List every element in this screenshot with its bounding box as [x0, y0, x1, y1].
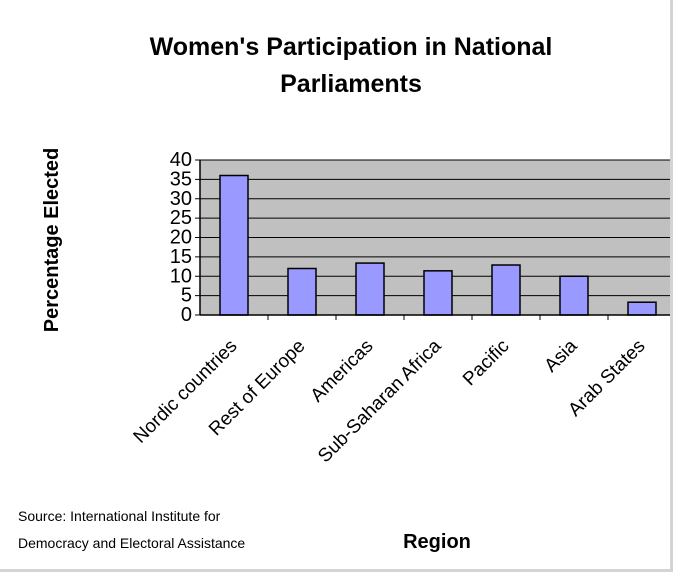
y-tick-label: 35	[170, 168, 192, 190]
y-tick-label: 5	[181, 285, 192, 307]
y-tick-label: 20	[170, 227, 192, 249]
bars	[219, 174, 657, 316]
y-tick-label: 25	[170, 207, 192, 229]
x-axis-title: Region	[403, 531, 471, 553]
y-tick-label: 10	[170, 265, 192, 287]
chart-title-line-1: Women's Participation in National	[150, 33, 553, 61]
y-tick-label: 40	[170, 149, 192, 171]
bar	[287, 267, 317, 316]
bar	[219, 174, 249, 316]
category-label: Americas	[307, 336, 378, 407]
chart-title-line-2: Parliaments	[280, 70, 422, 98]
category-label: Asia	[541, 335, 582, 376]
y-tick-label: 15	[170, 246, 192, 268]
bar	[423, 270, 453, 316]
bar	[627, 301, 657, 316]
source-line-1: Source: International Institute for	[18, 508, 221, 524]
y-axis-title: Percentage Elected	[41, 148, 63, 333]
axes	[195, 159, 670, 320]
chart-canvas: Women's Participation in National Parlia…	[18, 33, 670, 553]
y-tick-label: 30	[170, 188, 192, 210]
bar	[491, 264, 521, 316]
category-label: Pacific	[459, 336, 513, 390]
y-tick-label: 0	[181, 304, 192, 326]
bar	[559, 275, 589, 316]
category-label: Sub-Saharan Africa	[314, 335, 446, 467]
bar	[355, 262, 385, 316]
source-line-2: Democracy and Electoral Assistance	[18, 535, 245, 551]
